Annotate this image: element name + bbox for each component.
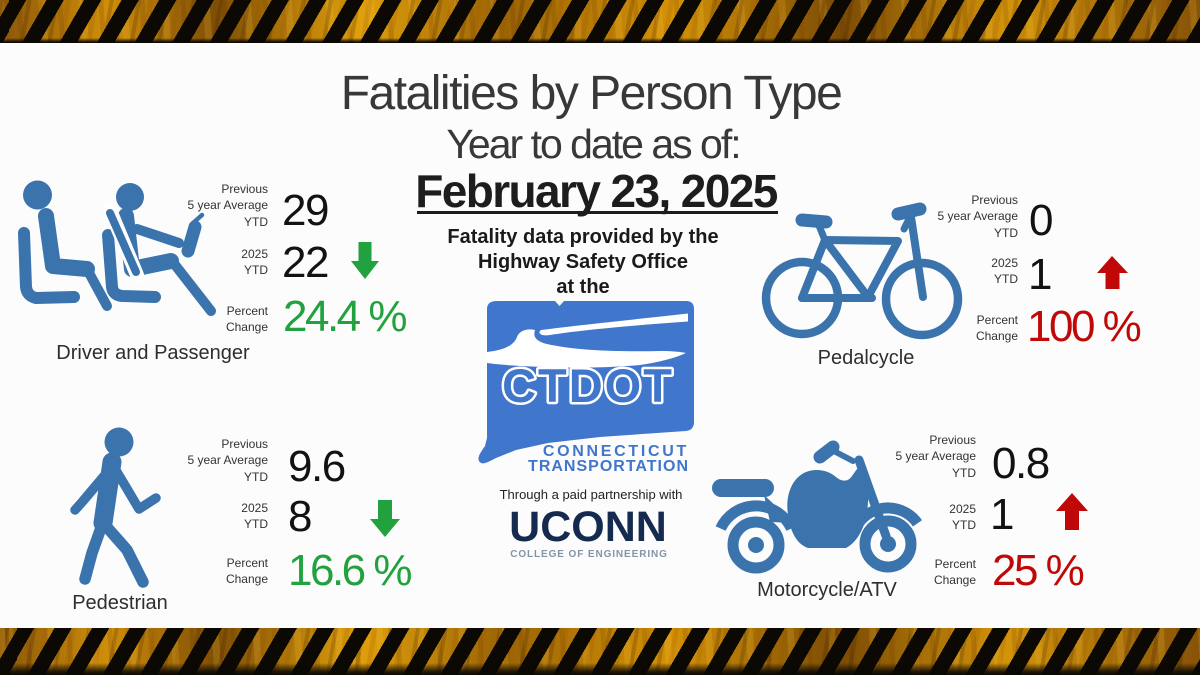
svg-text:CTDOT: CTDOT: [502, 359, 674, 412]
svg-text:CTDOT: CTDOT: [502, 359, 674, 412]
svg-text:TRANSPORTATION: TRANSPORTATION: [528, 458, 689, 475]
svg-text:CONNECTICUT: CONNECTICUT: [543, 443, 689, 460]
